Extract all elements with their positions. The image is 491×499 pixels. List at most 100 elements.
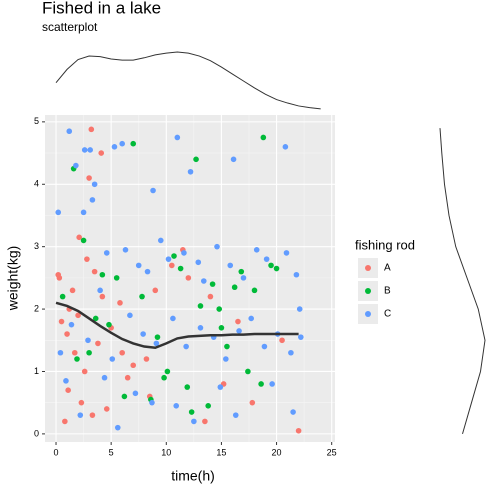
point [152, 287, 159, 294]
point [98, 150, 105, 156]
point [103, 406, 110, 412]
point [92, 315, 99, 322]
point [80, 209, 87, 216]
point [81, 147, 88, 153]
point [238, 268, 245, 275]
point [154, 334, 161, 340]
point [99, 293, 106, 300]
point [75, 312, 81, 319]
point [69, 287, 76, 294]
point [88, 126, 95, 133]
point [62, 418, 68, 425]
point [81, 368, 88, 375]
point [135, 262, 142, 269]
point [260, 134, 267, 141]
point [296, 306, 303, 312]
point [99, 271, 106, 278]
legend-marker [365, 265, 371, 271]
point [164, 368, 171, 375]
point [197, 324, 204, 331]
point [103, 250, 110, 256]
point [240, 275, 247, 281]
point [86, 175, 92, 181]
point [130, 362, 137, 369]
point [113, 275, 120, 281]
point [150, 187, 156, 194]
point [209, 281, 216, 287]
point [207, 293, 214, 300]
point [111, 144, 118, 150]
point [261, 343, 268, 350]
point [95, 340, 101, 347]
point [157, 237, 164, 244]
point [269, 381, 275, 387]
point [127, 312, 133, 319]
y-tick-label: 2 [34, 303, 39, 313]
point [85, 337, 91, 344]
point [124, 374, 131, 381]
point [91, 181, 98, 188]
point [184, 384, 191, 390]
point [191, 418, 197, 425]
x-tick-label: 10 [161, 447, 171, 457]
point [169, 262, 175, 269]
y-tick-label: 1 [34, 366, 39, 376]
point [149, 399, 155, 406]
point [218, 324, 225, 331]
point [205, 403, 211, 409]
point [139, 293, 145, 300]
point [249, 399, 256, 406]
point [193, 156, 199, 163]
x-tick-label: 15 [216, 447, 226, 457]
y-tick-label: 5 [34, 116, 39, 126]
point [224, 343, 230, 350]
point [295, 427, 302, 434]
x-axis-label: time(h) [171, 468, 215, 484]
point [71, 349, 78, 356]
point [231, 284, 238, 291]
point [173, 403, 180, 409]
chart-title: Fished in a lake [42, 0, 161, 17]
point [230, 156, 237, 163]
point [170, 315, 176, 322]
point [183, 343, 189, 350]
point [63, 378, 69, 384]
point [119, 140, 125, 147]
point [119, 349, 125, 356]
point [245, 368, 251, 375]
point [187, 168, 194, 175]
point [290, 409, 296, 415]
legend-label: A [384, 263, 391, 274]
point [91, 268, 98, 275]
point [188, 409, 195, 415]
y-tick-label: 3 [34, 241, 39, 251]
point [293, 271, 300, 278]
point [80, 237, 87, 244]
point [89, 197, 96, 203]
x-tick-label: 5 [109, 447, 114, 457]
point [74, 356, 80, 362]
legend-title: fishing rod [355, 237, 415, 252]
point [279, 337, 285, 344]
legend-marker [365, 288, 371, 294]
point [144, 268, 151, 275]
point [236, 328, 242, 334]
legend-label: B [384, 286, 391, 297]
point [258, 381, 264, 387]
point [66, 128, 73, 135]
point [268, 262, 274, 269]
legend-marker [365, 311, 371, 317]
point [143, 356, 150, 362]
point [68, 321, 75, 328]
point [216, 306, 223, 312]
point [117, 300, 123, 306]
point [177, 265, 184, 272]
point [59, 293, 66, 300]
point [165, 256, 172, 262]
point [235, 318, 241, 325]
point [121, 393, 128, 400]
point [78, 399, 85, 406]
point [217, 384, 224, 390]
point [298, 334, 304, 340]
